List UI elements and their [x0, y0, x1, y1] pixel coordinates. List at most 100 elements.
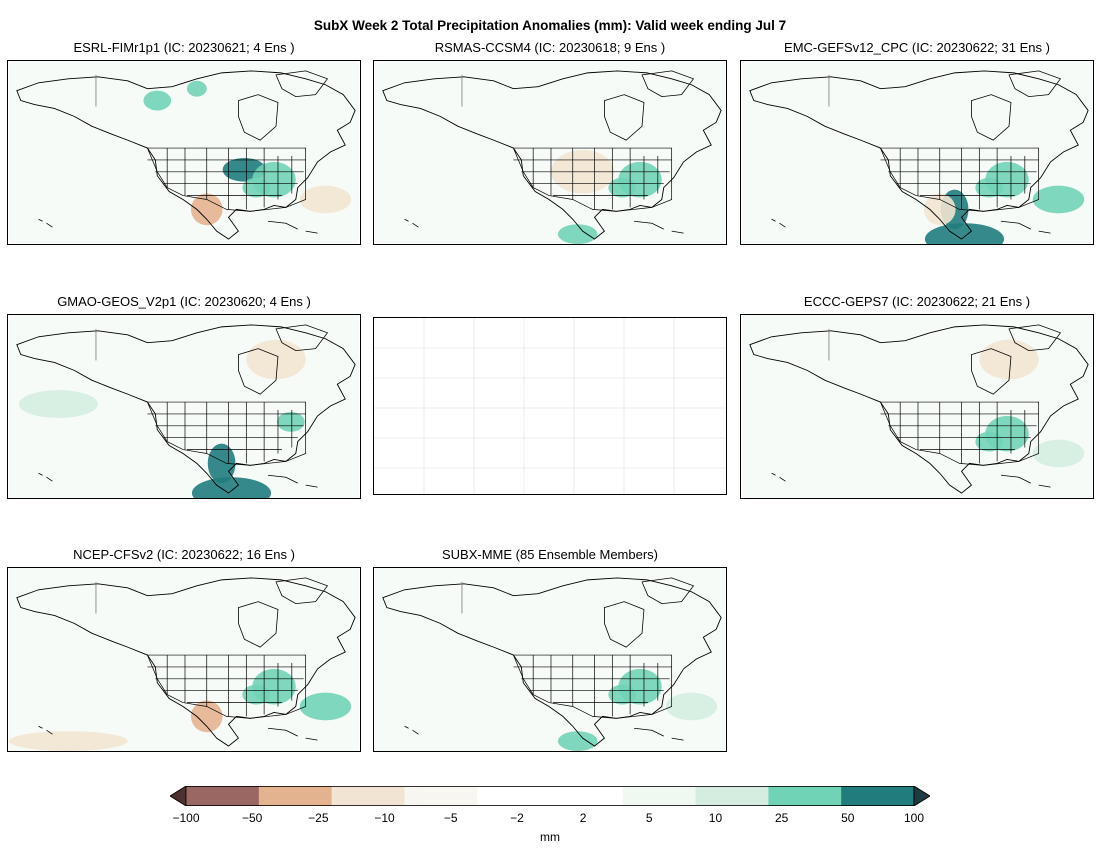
map-background — [8, 61, 360, 244]
anomaly-southeast-us — [608, 177, 637, 198]
panel-title-eccc: ECCC-GEPS7 (IC: 20230622; 21 Ens ) — [803, 294, 1031, 309]
anomaly-mexico — [923, 193, 956, 226]
colorbar-tick-label: −10 — [374, 811, 395, 825]
colorbar-tick-label: 10 — [708, 811, 723, 825]
map-panel-esrl — [7, 60, 361, 245]
map-background — [374, 61, 726, 244]
panel-title-esrl: ESRL-FIMr1p1 (IC: 20230621; 4 Ens ) — [73, 40, 295, 55]
anomaly-central-america — [557, 731, 598, 751]
anomaly-atlantic — [299, 185, 352, 214]
map-panel-ncep — [7, 567, 361, 752]
map-svg — [8, 61, 360, 244]
us-state-borders — [146, 147, 307, 212]
colorbar-segment — [477, 786, 551, 806]
greenland-outline — [641, 577, 695, 605]
anomaly-canada-east — [246, 339, 306, 380]
greenland-outline — [1008, 324, 1062, 352]
greenland-outline — [641, 70, 695, 98]
panel-title-rsmas: RSMAS-CCSM4 (IC: 20230618; 9 Ens ) — [434, 40, 666, 55]
greenland-outline — [275, 324, 329, 352]
colorbar-tick-label: 100 — [903, 811, 925, 825]
hudson-bay-outline — [971, 94, 1012, 141]
anomaly-atlantic — [1032, 439, 1085, 468]
anomaly-gulf — [924, 223, 1005, 244]
panel-title-emc: EMC-GEFSv12_CPC (IC: 20230622; 31 Ens ) — [784, 40, 1050, 55]
map-svg — [8, 315, 360, 498]
us-state-borders — [512, 147, 673, 212]
map-panel-rsmas — [373, 60, 727, 245]
anomaly-mexico — [190, 193, 223, 226]
colorbar-tick-label: −5 — [443, 811, 458, 825]
anomaly-southeast-us — [975, 431, 1004, 452]
map-panel-eccc — [740, 314, 1094, 499]
greenland-outline — [1008, 70, 1062, 98]
map-background — [374, 568, 726, 751]
us-state-borders — [512, 654, 673, 719]
us-state-borders — [879, 401, 1040, 466]
anomaly-mexico — [190, 700, 223, 733]
islands — [38, 725, 318, 741]
colorbar-segment — [331, 786, 405, 806]
map-svg — [741, 61, 1093, 244]
colorbar-tick-label: −2 — [510, 811, 524, 825]
panel-title-ncep: NCEP-CFSv2 (IC: 20230622; 16 Ens ) — [73, 547, 295, 562]
colorbar-tick-label: 25 — [774, 811, 789, 825]
colorbar-segment — [258, 786, 333, 806]
hudson-bay-outline — [238, 94, 279, 141]
colorbar-extend-low — [170, 786, 187, 806]
islands — [404, 218, 684, 234]
map-svg — [374, 61, 726, 244]
colorbar-tick-label: 2 — [579, 811, 587, 825]
map-svg — [8, 568, 360, 751]
islands — [771, 472, 1051, 488]
us-state-borders — [879, 147, 1040, 212]
empty-axes — [374, 318, 726, 494]
hudson-bay-outline — [604, 94, 645, 141]
map-panel-gmao — [7, 314, 361, 499]
anomaly-gulf — [191, 477, 272, 498]
colorbar-segment — [622, 786, 697, 806]
colorbar-tick-label: −50 — [241, 811, 263, 825]
map-background — [741, 61, 1093, 244]
anomaly-central-america — [557, 224, 598, 244]
map-svg — [741, 315, 1093, 498]
greenland-outline — [275, 577, 329, 605]
map-panel-mme — [373, 567, 727, 752]
anomaly-northeast-us — [276, 411, 305, 432]
colorbar-tick-label: −100 — [172, 811, 200, 825]
islands — [771, 218, 1051, 234]
hudson-bay-outline — [971, 348, 1012, 395]
colorbar-segment — [768, 786, 842, 806]
anomaly-pacific — [18, 390, 98, 418]
anomaly-atlantic — [1032, 185, 1085, 214]
anomaly-canada-west — [186, 80, 207, 97]
colorbar-segment — [404, 786, 478, 806]
colorbar-segment — [695, 786, 769, 806]
anomaly-canada-east — [979, 339, 1039, 380]
map-svg — [374, 568, 726, 751]
anomaly-atlantic — [299, 692, 352, 721]
colorbar-tick-label: 50 — [841, 811, 855, 825]
us-state-borders — [146, 654, 307, 719]
anomaly-southeast-us — [242, 177, 271, 198]
gridlines — [374, 318, 726, 494]
colorbar-segment — [186, 786, 260, 806]
anomaly-atlantic — [665, 692, 718, 721]
anomaly-southeast-us — [975, 177, 1004, 198]
colorbar-frame — [185, 786, 915, 806]
islands — [38, 472, 318, 488]
colorbar-segment — [841, 786, 915, 806]
islands — [38, 218, 318, 234]
colorbar-extend-high — [913, 786, 930, 806]
map-background — [8, 568, 360, 751]
map-panel-empty — [373, 317, 727, 495]
anomaly-southeast-us — [242, 684, 271, 705]
us-state-borders — [146, 401, 307, 466]
hudson-bay-outline — [238, 348, 279, 395]
anomaly-pacific-south — [8, 731, 128, 751]
hudson-bay-outline — [604, 601, 645, 648]
anomaly-southeast-us — [608, 684, 637, 705]
panel-title-mme: SUBX-MME (85 Ensemble Members) — [442, 547, 658, 562]
hudson-bay-outline — [238, 601, 279, 648]
map-background — [741, 315, 1093, 498]
